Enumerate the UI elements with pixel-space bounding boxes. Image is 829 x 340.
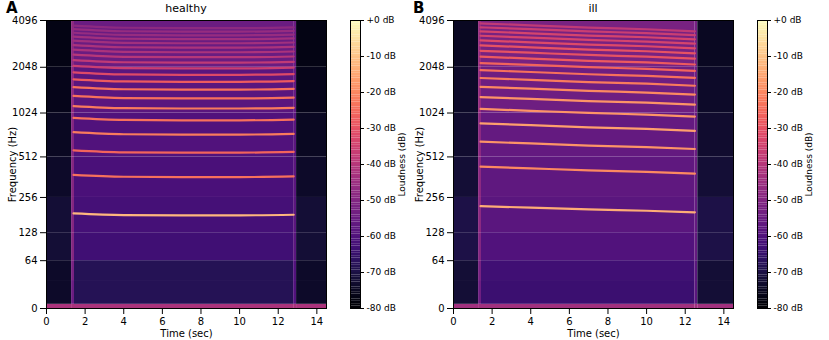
html-text:ill: ill — [588, 2, 598, 15]
svg-text:Time (sec): Time (sec) — [159, 328, 212, 339]
svg-text:Time (sec): Time (sec) — [566, 328, 619, 339]
svg-text:8: 8 — [198, 316, 204, 327]
html-text:A: A — [6, 0, 18, 17]
svg-text:2: 2 — [82, 316, 88, 327]
html-text:healthy: healthy — [165, 2, 207, 15]
svg-text:-40 dB: -40 dB — [367, 159, 396, 169]
svg-text:-70 dB: -70 dB — [774, 267, 803, 277]
svg-text:10: 10 — [640, 316, 653, 327]
svg-text:12: 12 — [679, 316, 692, 327]
svg-text:-20 dB: -20 dB — [367, 87, 396, 97]
svg-text:0: 0 — [31, 303, 37, 314]
svg-text:-80 dB: -80 dB — [774, 303, 803, 313]
svg-text:512: 512 — [18, 151, 37, 162]
svg-text:256: 256 — [18, 192, 37, 203]
svg-text:Loudness (dB): Loudness (dB) — [397, 132, 407, 196]
svg-text:-10 dB: -10 dB — [774, 51, 803, 61]
svg-text:4: 4 — [121, 316, 127, 327]
svg-text:64: 64 — [432, 255, 445, 266]
svg-text:128: 128 — [425, 227, 444, 238]
svg-text:-50 dB: -50 dB — [367, 195, 396, 205]
svg-text:-70 dB: -70 dB — [367, 267, 396, 277]
svg-text:4: 4 — [528, 316, 534, 327]
svg-text:6: 6 — [159, 316, 165, 327]
svg-text:Frequency (Hz): Frequency (Hz) — [414, 127, 425, 203]
svg-text:-50 dB: -50 dB — [774, 195, 803, 205]
svg-text:2048: 2048 — [419, 61, 444, 72]
svg-text:128: 128 — [18, 227, 37, 238]
svg-text:0: 0 — [438, 303, 444, 314]
svg-text:512: 512 — [425, 151, 444, 162]
svg-text:0: 0 — [43, 316, 49, 327]
svg-text:64: 64 — [25, 255, 38, 266]
svg-text:+0 dB: +0 dB — [774, 15, 802, 25]
svg-text:2048: 2048 — [12, 61, 37, 72]
svg-text:1024: 1024 — [419, 107, 444, 118]
svg-text:14: 14 — [717, 316, 730, 327]
svg-text:-60 dB: -60 dB — [774, 231, 803, 241]
svg-text:1024: 1024 — [12, 107, 37, 118]
svg-text:-30 dB: -30 dB — [367, 123, 396, 133]
svg-text:-20 dB: -20 dB — [774, 87, 803, 97]
svg-text:-30 dB: -30 dB — [774, 123, 803, 133]
svg-text:10: 10 — [233, 316, 246, 327]
svg-text:8: 8 — [605, 316, 611, 327]
svg-text:+0 dB: +0 dB — [367, 15, 395, 25]
svg-text:12: 12 — [272, 316, 285, 327]
svg-text:6: 6 — [566, 316, 572, 327]
svg-text:Frequency (Hz): Frequency (Hz) — [7, 127, 18, 203]
svg-text:14: 14 — [310, 316, 323, 327]
svg-text:-60 dB: -60 dB — [367, 231, 396, 241]
svg-text:2: 2 — [489, 316, 495, 327]
html-text:B: B — [413, 0, 425, 17]
svg-text:4096: 4096 — [12, 14, 38, 26]
svg-text:-80 dB: -80 dB — [367, 303, 396, 313]
svg-text:0: 0 — [450, 316, 456, 327]
svg-text:256: 256 — [425, 192, 444, 203]
svg-text:-10 dB: -10 dB — [367, 51, 396, 61]
svg-text:-40 dB: -40 dB — [774, 159, 803, 169]
svg-text:Loudness (dB): Loudness (dB) — [804, 132, 814, 196]
svg-text:4096: 4096 — [419, 14, 445, 26]
